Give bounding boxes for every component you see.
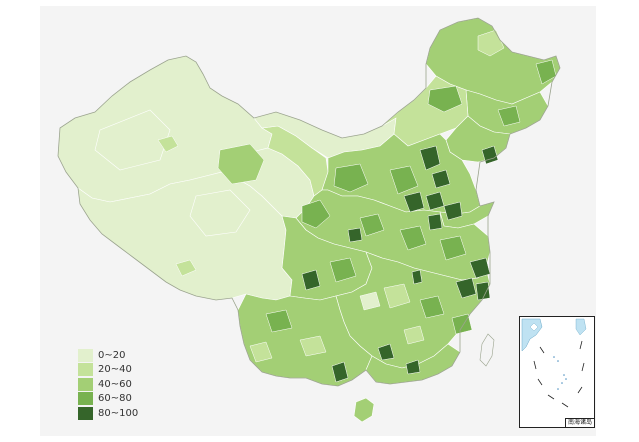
legend-label: 80~100: [98, 407, 139, 419]
legend-item: 0~20: [78, 348, 138, 362]
legend-swatch: [78, 348, 93, 362]
legend-label: 40~60: [98, 378, 132, 390]
inset-label: 南海诸岛: [564, 418, 594, 427]
map-frame: 0~20 20~40 40~60 60~80 80~100: [40, 6, 596, 436]
legend-label: 0~20: [98, 349, 126, 361]
region-hainan: [353, 397, 375, 423]
legend-swatch: [78, 406, 93, 420]
legend-item: 40~60: [78, 377, 138, 391]
legend-swatch: [78, 392, 93, 405]
region-taiwan: [479, 333, 495, 367]
legend-item: 60~80: [78, 392, 138, 406]
legend-item: 20~40: [78, 363, 138, 377]
china-choropleth-map: [57, 17, 561, 423]
legend-swatch: [78, 363, 93, 376]
legend-swatch: [78, 377, 93, 391]
legend-item: 80~100: [78, 406, 138, 420]
south-china-sea-inset: 南海诸岛: [519, 316, 595, 428]
legend-label: 20~40: [98, 364, 132, 375]
legend-label: 60~80: [98, 393, 132, 404]
map-legend: 0~20 20~40 40~60 60~80 80~100: [78, 348, 138, 421]
inset-map: [521, 318, 587, 408]
